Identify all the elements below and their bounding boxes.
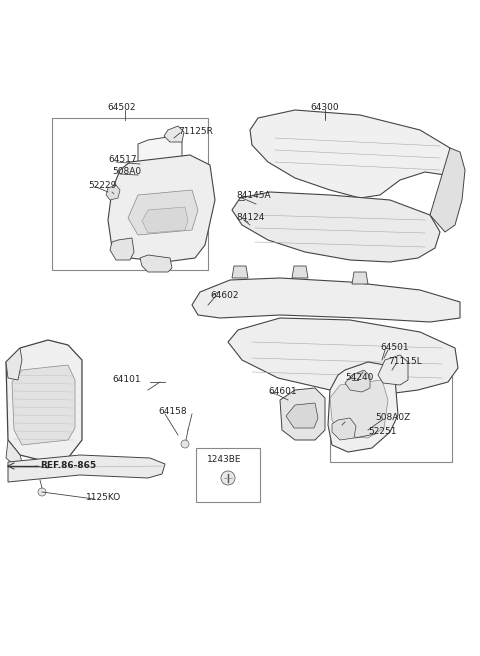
Polygon shape (12, 365, 75, 445)
Text: 52251: 52251 (368, 428, 396, 436)
Circle shape (221, 471, 235, 485)
Text: REF.86-865: REF.86-865 (40, 462, 96, 470)
Circle shape (181, 440, 189, 448)
Polygon shape (6, 340, 82, 462)
Polygon shape (138, 136, 182, 168)
Circle shape (302, 137, 318, 153)
Circle shape (390, 155, 400, 165)
Polygon shape (378, 355, 408, 385)
Bar (355, 212, 375, 242)
Polygon shape (232, 266, 248, 278)
Text: 64158: 64158 (158, 407, 187, 417)
Text: 64101: 64101 (112, 375, 141, 384)
Text: 64502: 64502 (108, 104, 136, 112)
Polygon shape (192, 278, 460, 322)
Polygon shape (430, 148, 465, 232)
Circle shape (344, 149, 356, 161)
Polygon shape (280, 388, 325, 440)
Circle shape (356, 378, 364, 386)
Polygon shape (250, 110, 452, 198)
Polygon shape (228, 318, 458, 395)
Circle shape (156, 171, 164, 179)
Circle shape (370, 153, 380, 163)
Polygon shape (110, 238, 134, 260)
Text: 54240: 54240 (345, 373, 373, 382)
Polygon shape (6, 348, 22, 380)
Text: 84145A: 84145A (236, 192, 271, 201)
Polygon shape (140, 255, 172, 272)
Polygon shape (332, 418, 356, 440)
Text: 508A0: 508A0 (112, 167, 141, 176)
Polygon shape (106, 185, 120, 200)
Bar (270, 205, 290, 235)
Text: 64601: 64601 (268, 388, 297, 396)
Polygon shape (6, 440, 22, 468)
Text: 1125KO: 1125KO (86, 493, 121, 501)
Polygon shape (108, 155, 215, 262)
Bar (52, 118, 208, 270)
Polygon shape (292, 266, 308, 278)
Bar (330, 354, 452, 462)
Text: 64501: 64501 (380, 344, 408, 352)
Bar (310, 208, 332, 240)
Polygon shape (232, 192, 440, 262)
Polygon shape (164, 126, 184, 142)
Text: 52229: 52229 (88, 180, 116, 190)
Bar (395, 218, 413, 246)
Text: 64517: 64517 (108, 155, 137, 165)
Polygon shape (286, 403, 318, 428)
Circle shape (171, 171, 179, 179)
Polygon shape (128, 190, 198, 235)
Text: 64602: 64602 (210, 291, 239, 300)
Text: 64300: 64300 (311, 104, 339, 112)
Polygon shape (328, 362, 398, 452)
Text: 71115L: 71115L (388, 358, 422, 367)
Polygon shape (352, 272, 368, 284)
Polygon shape (142, 207, 188, 233)
Text: 84124: 84124 (236, 213, 264, 222)
Text: 1243BE: 1243BE (207, 455, 241, 464)
Circle shape (38, 488, 46, 496)
Polygon shape (8, 455, 165, 482)
Circle shape (185, 175, 191, 181)
Text: 71125R: 71125R (178, 127, 213, 136)
Polygon shape (330, 380, 388, 438)
Polygon shape (345, 370, 370, 392)
Circle shape (323, 143, 337, 157)
Bar (196, 448, 260, 502)
Text: 508A0Z: 508A0Z (375, 413, 410, 422)
